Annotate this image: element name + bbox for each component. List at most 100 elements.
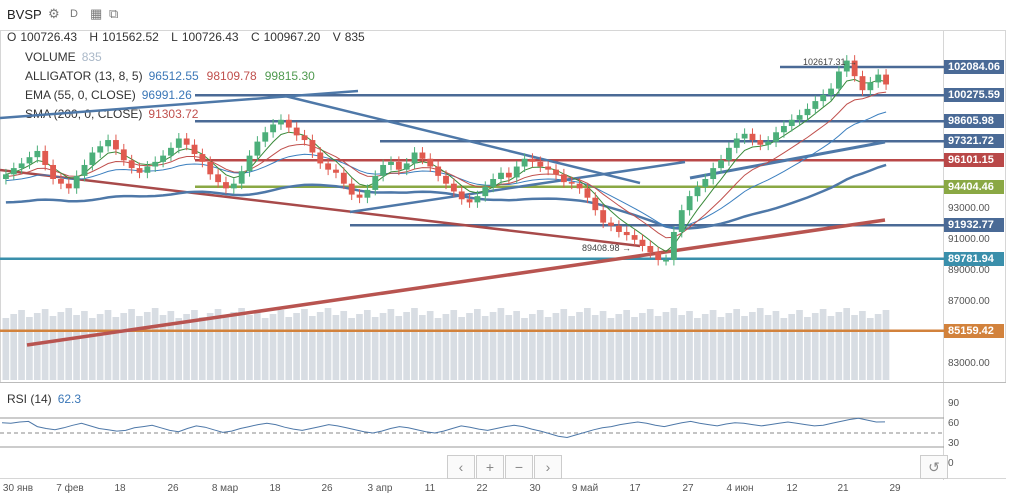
candle-body — [120, 149, 127, 161]
volume-bar — [183, 314, 190, 380]
volume-bar — [568, 316, 575, 380]
volume-bar — [489, 312, 497, 380]
price-axis-label: 93000.00 — [948, 202, 990, 214]
price-tag: 91932.77 — [944, 218, 1004, 233]
price-tag: 94404.46 — [944, 179, 1004, 194]
volume-bar — [143, 312, 151, 380]
price-axis-label: 87000.00 — [948, 296, 990, 308]
volume-bar — [57, 312, 65, 380]
candle-body — [230, 183, 237, 189]
volume-bar — [26, 317, 33, 380]
indicators-icon[interactable]: ⧉ — [109, 6, 119, 21]
low-label: L — [171, 30, 178, 44]
candle-body — [773, 132, 779, 142]
volume-bar — [725, 313, 733, 380]
scroll-right-button[interactable]: › — [534, 455, 562, 479]
volume-bar — [41, 309, 49, 380]
sma-200-line — [26, 218, 886, 347]
candle-body — [875, 74, 882, 83]
candle-body — [293, 127, 300, 136]
candle-body — [325, 163, 332, 170]
symbol-label[interactable]: BVSP — [7, 7, 42, 22]
price-tag: 89781.94 — [944, 251, 1004, 266]
volume-bar — [340, 311, 348, 380]
legend-row[interactable]: ALLIGATOR (13, 8, 5) 96512.55 98109.78 9981… — [25, 69, 323, 83]
volume-bar — [780, 318, 788, 380]
zoom-in-button[interactable]: + — [476, 455, 504, 479]
legend-value: 835 — [81, 50, 102, 64]
time-axis-label: 7 фев — [56, 483, 84, 494]
volume-bar — [749, 312, 756, 380]
candle-body — [490, 179, 497, 187]
volume-bar — [206, 313, 214, 380]
price-tag: 96101.15 — [944, 153, 1004, 168]
volume-bar — [552, 313, 560, 380]
candle-body — [623, 231, 630, 236]
volume-bar — [866, 318, 874, 380]
volume-bar — [128, 309, 135, 380]
candle-body — [199, 154, 206, 162]
volume-bar — [120, 313, 128, 380]
reset-button[interactable]: ↺ — [920, 455, 948, 479]
volume-bar — [505, 315, 513, 380]
rsi-legend: RSI (14) 62.3 — [7, 392, 81, 406]
volume-bar — [442, 314, 450, 380]
candle-body — [356, 194, 363, 198]
candle-body — [828, 88, 834, 95]
volume-bar — [2, 318, 10, 380]
candle-body — [678, 210, 685, 232]
volume-bar — [615, 314, 623, 380]
volume-bar — [426, 311, 434, 380]
candle-body — [395, 161, 402, 170]
trendline-support — [349, 160, 686, 214]
candle-body — [718, 160, 724, 169]
volume-bar — [827, 316, 835, 380]
volume-bar — [796, 310, 803, 380]
interval-label[interactable]: D — [70, 8, 78, 20]
ema-55-line — [5, 163, 887, 230]
volume-bar — [874, 314, 882, 380]
gear-icon[interactable]: ⚙ — [48, 6, 60, 21]
candle-body — [505, 172, 512, 178]
volume-bar — [261, 318, 269, 380]
zoom-out-button[interactable]: − — [505, 455, 533, 479]
low-value: 100726.43 — [181, 30, 239, 44]
candle-body — [835, 71, 842, 89]
volume-bar — [529, 314, 536, 380]
candle-body — [450, 183, 457, 192]
volume-bar — [269, 314, 277, 380]
candle-body — [655, 252, 662, 261]
candle-body — [529, 158, 536, 162]
candle-body — [765, 141, 772, 145]
high-annotation: 102617.31 → — [803, 57, 858, 67]
volume-label: V — [332, 30, 341, 44]
price-axis-label: 91000.00 — [948, 233, 990, 245]
time-axis-label: 27 — [682, 483, 694, 494]
candle-body — [160, 155, 167, 162]
ohlc-readout: O 100726.43 H 101562.52 L 100726.43 C 100967… — [7, 30, 374, 44]
volume-bar — [246, 315, 253, 380]
candle-body — [136, 168, 143, 173]
candle-body — [419, 152, 426, 159]
candle-body — [427, 158, 434, 167]
legend-row[interactable]: EMA (55, 0, CLOSE) 96991.26 — [25, 88, 200, 102]
candle-body — [317, 152, 324, 164]
time-axis-label: 3 апр — [367, 483, 393, 494]
volume-bar — [788, 314, 795, 380]
candle-body — [694, 186, 701, 197]
candle-body — [537, 161, 544, 167]
candle-body — [615, 225, 622, 232]
candle-body — [333, 169, 339, 173]
legend-row[interactable]: VOLUME 835 — [25, 50, 110, 64]
volume-bar — [222, 316, 230, 380]
candle-body — [851, 60, 858, 77]
candle-body — [128, 160, 135, 169]
compare-icon[interactable]: ▦ — [90, 6, 103, 21]
candle-body — [26, 157, 33, 164]
candle-body — [443, 175, 449, 184]
scroll-left-button[interactable]: ‹ — [447, 455, 475, 479]
candle-body — [10, 168, 17, 175]
candle-body — [458, 191, 465, 200]
candle-body — [223, 182, 229, 189]
